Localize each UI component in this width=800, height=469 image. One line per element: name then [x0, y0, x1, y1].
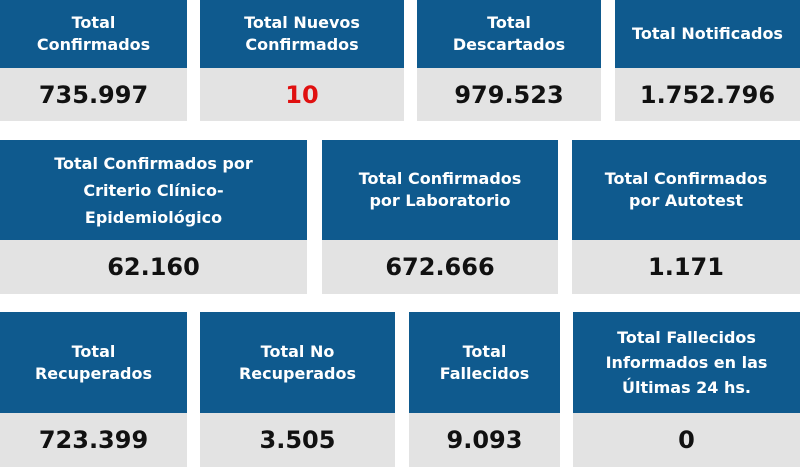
card-value: 1.752.796	[615, 68, 800, 121]
title-line: Total Notificados	[632, 24, 783, 43]
card-value: 735.997	[0, 68, 187, 121]
title-line: Total No	[260, 341, 335, 361]
title-line: Total Confirmados	[358, 169, 522, 188]
card-confirmados-autotest: Total Confirmados por Autotest 1.171	[572, 140, 800, 294]
title-line: Confirmados	[36, 35, 151, 54]
title-line: por Autotest	[629, 191, 743, 210]
title-line: Descartados	[452, 35, 566, 54]
card-title: Total Confirmados por Criterio Clínico- Ep…	[0, 140, 307, 240]
card-title: Total Fallecidos	[409, 312, 560, 413]
card-total-confirmados: Total Confirmados 735.997	[0, 0, 187, 121]
title-line: Epidemiológico	[84, 207, 223, 227]
card-value: 62.160	[0, 240, 307, 294]
card-value: 979.523	[417, 68, 601, 121]
card-value: 9.093	[409, 413, 560, 467]
card-fallecidos-ultimas-24hs: Total Fallecidos Informados en las Últimas…	[573, 312, 800, 467]
card-total-notificados: Total Notificados 1.752.796	[615, 0, 800, 121]
card-total-descartados: Total Descartados 979.523	[417, 0, 601, 121]
card-total-fallecidos: Total Fallecidos 9.093	[409, 312, 560, 467]
card-title: Total Descartados	[417, 0, 601, 68]
title-line: Total Confirmados	[604, 169, 768, 188]
card-title: Total Confirmados por Laboratorio	[322, 140, 558, 240]
title-line: Total Confirmados por	[54, 153, 253, 173]
title-line: Total Nuevos	[244, 13, 360, 32]
title-line: Total	[71, 13, 116, 32]
card-value: 672.666	[322, 240, 558, 294]
card-title: Total Recuperados	[0, 312, 187, 413]
title-line: Total	[487, 13, 531, 32]
title-line: Informados en las	[605, 353, 768, 372]
card-value: 10	[200, 68, 404, 121]
title-line: Total	[71, 341, 116, 361]
title-line: Últimas 24 hs.	[622, 378, 751, 397]
card-title: Total Fallecidos Informados en las Últimas…	[573, 312, 800, 413]
card-total-nuevos-confirmados: Total Nuevos Confirmados 10	[200, 0, 404, 121]
card-value: 723.399	[0, 413, 187, 467]
title-line: Fallecidos	[439, 363, 530, 383]
card-title: Total Notificados	[615, 0, 800, 68]
title-line: Criterio Clínico-	[83, 180, 224, 200]
title-line: Recuperados	[238, 363, 356, 383]
title-line: Total Fallecidos	[617, 328, 756, 347]
card-title: Total Nuevos Confirmados	[200, 0, 404, 68]
card-title: Total Confirmados por Autotest	[572, 140, 800, 240]
card-value: 1.171	[572, 240, 800, 294]
card-title: Total No Recuperados	[200, 312, 395, 413]
title-line: Confirmados	[245, 35, 359, 54]
card-value: 0	[573, 413, 800, 467]
card-confirmados-laboratorio: Total Confirmados por Laboratorio 672.666	[322, 140, 558, 294]
title-line: por Laboratorio	[369, 191, 511, 210]
card-confirmados-criterio-clinico: Total Confirmados por Criterio Clínico- Ep…	[0, 140, 307, 294]
card-total-no-recuperados: Total No Recuperados 3.505	[200, 312, 395, 467]
title-line: Recuperados	[34, 363, 152, 383]
card-value: 3.505	[200, 413, 395, 467]
card-title: Total Confirmados	[0, 0, 187, 68]
title-line: Total	[462, 341, 507, 361]
card-total-recuperados: Total Recuperados 723.399	[0, 312, 187, 467]
